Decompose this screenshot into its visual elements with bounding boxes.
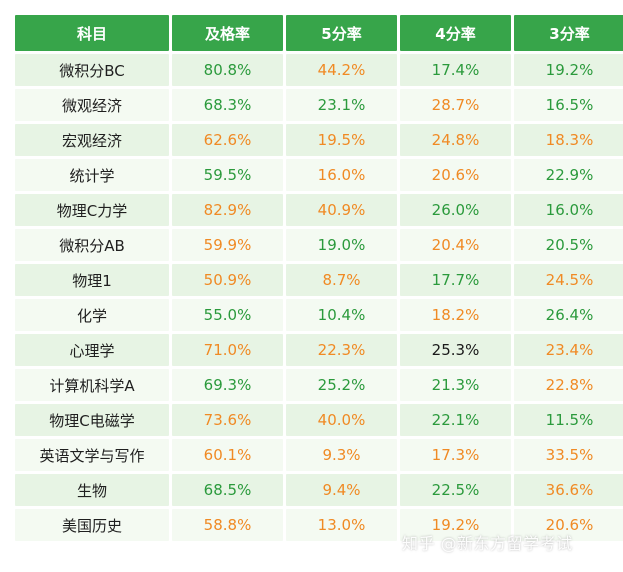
cell-five-rate: 25.2% [286, 369, 397, 401]
table-row: 物理C力学 82.9% 40.9% 26.0% 16.0% [15, 194, 623, 226]
cell-four-rate: 24.8% [400, 124, 511, 156]
cell-pass-rate: 50.9% [172, 264, 283, 296]
cell-four-rate: 17.4% [400, 54, 511, 86]
cell-four-rate: 19.2% [400, 509, 511, 541]
cell-five-rate: 16.0% [286, 159, 397, 191]
cell-four-rate: 17.3% [400, 439, 511, 471]
cell-five-rate: 40.0% [286, 404, 397, 436]
cell-four-rate: 22.5% [400, 474, 511, 506]
cell-three-rate: 33.5% [514, 439, 623, 471]
table-row: 微积分AB 59.9% 19.0% 20.4% 20.5% [15, 229, 623, 261]
table-row: 微积分BC 80.8% 44.2% 17.4% 19.2% [15, 54, 623, 86]
cell-subject: 美国历史 [15, 509, 169, 541]
cell-subject: 计算机科学A [15, 369, 169, 401]
ap-score-table: 科目 及格率 5分率 4分率 3分率 微积分BC 80.8% 44.2% 17.4% 1… [12, 12, 623, 544]
cell-subject: 物理C电磁学 [15, 404, 169, 436]
cell-pass-rate: 80.8% [172, 54, 283, 86]
cell-three-rate: 19.2% [514, 54, 623, 86]
cell-subject: 心理学 [15, 334, 169, 366]
cell-three-rate: 22.9% [514, 159, 623, 191]
cell-four-rate: 21.3% [400, 369, 511, 401]
cell-five-rate: 9.3% [286, 439, 397, 471]
table-row: 化学 55.0% 10.4% 18.2% 26.4% [15, 299, 623, 331]
cell-pass-rate: 60.1% [172, 439, 283, 471]
table-row: 物理C电磁学 73.6% 40.0% 22.1% 11.5% [15, 404, 623, 436]
cell-subject: 微观经济 [15, 89, 169, 121]
cell-four-rate: 20.4% [400, 229, 511, 261]
cell-pass-rate: 73.6% [172, 404, 283, 436]
ap-score-table-container: 科目 及格率 5分率 4分率 3分率 微积分BC 80.8% 44.2% 17.4% 1… [12, 12, 623, 544]
cell-five-rate: 13.0% [286, 509, 397, 541]
header-pass-rate: 及格率 [172, 15, 283, 51]
table-row: 宏观经济 62.6% 19.5% 24.8% 18.3% [15, 124, 623, 156]
cell-pass-rate: 71.0% [172, 334, 283, 366]
header-row: 科目 及格率 5分率 4分率 3分率 [15, 15, 623, 51]
cell-pass-rate: 68.5% [172, 474, 283, 506]
cell-five-rate: 8.7% [286, 264, 397, 296]
header-five-rate: 5分率 [286, 15, 397, 51]
cell-four-rate: 22.1% [400, 404, 511, 436]
cell-subject: 统计学 [15, 159, 169, 191]
cell-five-rate: 19.0% [286, 229, 397, 261]
cell-pass-rate: 68.3% [172, 89, 283, 121]
table-row: 统计学 59.5% 16.0% 20.6% 22.9% [15, 159, 623, 191]
cell-three-rate: 16.0% [514, 194, 623, 226]
cell-four-rate: 20.6% [400, 159, 511, 191]
cell-four-rate: 28.7% [400, 89, 511, 121]
cell-four-rate: 18.2% [400, 299, 511, 331]
cell-subject: 生物 [15, 474, 169, 506]
cell-three-rate: 24.5% [514, 264, 623, 296]
cell-subject: 物理1 [15, 264, 169, 296]
table-header: 科目 及格率 5分率 4分率 3分率 [15, 15, 623, 51]
cell-five-rate: 44.2% [286, 54, 397, 86]
cell-three-rate: 11.5% [514, 404, 623, 436]
cell-five-rate: 19.5% [286, 124, 397, 156]
cell-four-rate: 26.0% [400, 194, 511, 226]
cell-pass-rate: 82.9% [172, 194, 283, 226]
cell-pass-rate: 59.5% [172, 159, 283, 191]
table-row: 英语文学与写作 60.1% 9.3% 17.3% 33.5% [15, 439, 623, 471]
cell-pass-rate: 69.3% [172, 369, 283, 401]
cell-three-rate: 22.8% [514, 369, 623, 401]
header-four-rate: 4分率 [400, 15, 511, 51]
header-three-rate: 3分率 [514, 15, 623, 51]
cell-four-rate: 25.3% [400, 334, 511, 366]
cell-pass-rate: 55.0% [172, 299, 283, 331]
table-body: 微积分BC 80.8% 44.2% 17.4% 19.2% 微观经济 68.3% 23.1% 2… [15, 54, 623, 541]
table-row: 美国历史 58.8% 13.0% 19.2% 20.6% [15, 509, 623, 541]
cell-three-rate: 20.6% [514, 509, 623, 541]
cell-five-rate: 22.3% [286, 334, 397, 366]
cell-pass-rate: 59.9% [172, 229, 283, 261]
table-row: 心理学 71.0% 22.3% 25.3% 23.4% [15, 334, 623, 366]
watermark: 知乎 @新东方留学考试 [402, 534, 573, 553]
table-row: 生物 68.5% 9.4% 22.5% 36.6% [15, 474, 623, 506]
cell-four-rate: 17.7% [400, 264, 511, 296]
cell-pass-rate: 62.6% [172, 124, 283, 156]
cell-five-rate: 10.4% [286, 299, 397, 331]
table-row: 物理1 50.9% 8.7% 17.7% 24.5% [15, 264, 623, 296]
cell-subject: 微积分AB [15, 229, 169, 261]
cell-subject: 英语文学与写作 [15, 439, 169, 471]
cell-five-rate: 40.9% [286, 194, 397, 226]
cell-pass-rate: 58.8% [172, 509, 283, 541]
cell-subject: 化学 [15, 299, 169, 331]
cell-subject: 物理C力学 [15, 194, 169, 226]
cell-three-rate: 18.3% [514, 124, 623, 156]
cell-three-rate: 36.6% [514, 474, 623, 506]
cell-three-rate: 20.5% [514, 229, 623, 261]
cell-three-rate: 26.4% [514, 299, 623, 331]
cell-three-rate: 23.4% [514, 334, 623, 366]
cell-five-rate: 9.4% [286, 474, 397, 506]
cell-subject: 宏观经济 [15, 124, 169, 156]
table-row: 计算机科学A 69.3% 25.2% 21.3% 22.8% [15, 369, 623, 401]
cell-subject: 微积分BC [15, 54, 169, 86]
cell-three-rate: 16.5% [514, 89, 623, 121]
table-row: 微观经济 68.3% 23.1% 28.7% 16.5% [15, 89, 623, 121]
cell-five-rate: 23.1% [286, 89, 397, 121]
header-subject: 科目 [15, 15, 169, 51]
